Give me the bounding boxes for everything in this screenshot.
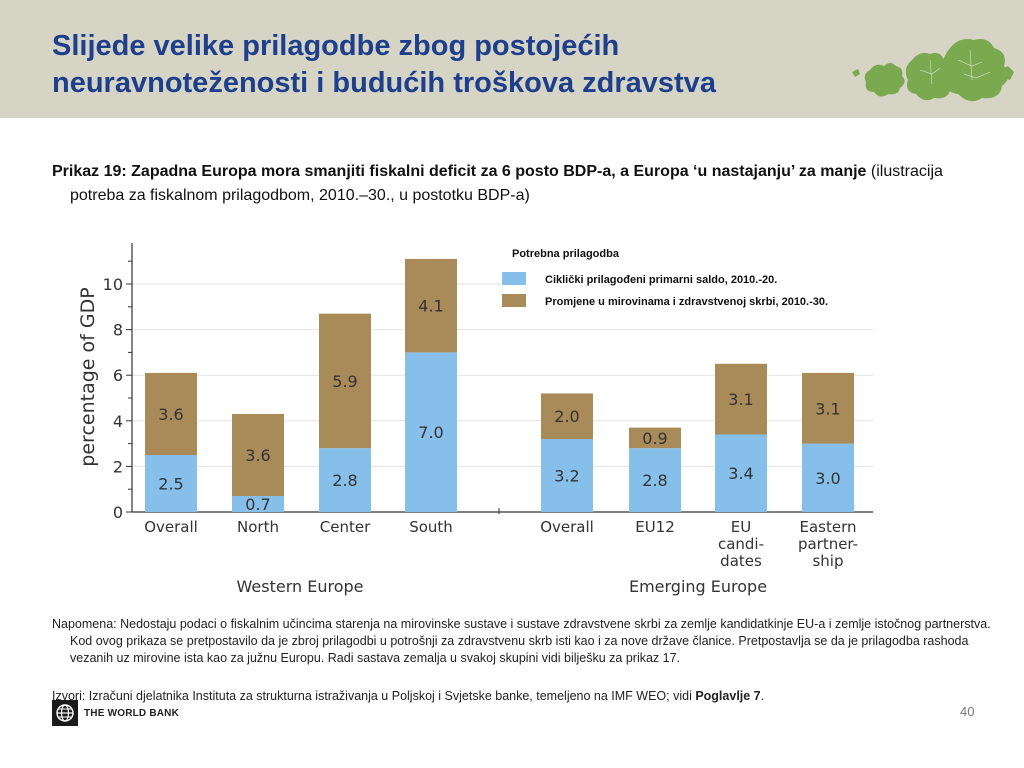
world-bank-logo-text: THE WORLD BANK xyxy=(84,707,180,719)
bar-value-label: 3.6 xyxy=(158,405,183,424)
bar-value-label: 3.0 xyxy=(815,469,840,488)
legend-label-pensions-health: Promjene u mirovinama i zdravstvenoj skr… xyxy=(545,296,828,308)
bar-segment-primary-balance xyxy=(715,434,767,512)
y-tick-label: 6 xyxy=(113,366,123,385)
bar-segment-primary-balance xyxy=(802,443,854,512)
bar-segment-pensions-health xyxy=(405,258,457,353)
source-line: Izvori: Izračuni djelatnika Instituta za… xyxy=(52,688,982,705)
bar-value-label: 2.5 xyxy=(158,475,183,494)
category-label: partner- xyxy=(798,535,858,553)
title-band xyxy=(0,0,1024,118)
figure-caption: Prikaz 19: Zapadna Europa mora smanjiti … xyxy=(52,160,1000,208)
category-label: South xyxy=(409,518,453,536)
bar-value-label: 3.1 xyxy=(728,390,753,409)
bar-value-label: 0.7 xyxy=(245,495,270,514)
source-text: Izvori: Izračuni djelatnika Instituta za… xyxy=(52,689,696,703)
bar-value-label: 0.9 xyxy=(642,429,667,448)
bar-segment-pensions-health xyxy=(802,372,854,444)
source-chapter-ref: Poglavlje 7 xyxy=(695,689,761,703)
bar-segment-pensions-health xyxy=(319,313,371,449)
legend-box xyxy=(500,243,878,325)
bar-value-label: 2.8 xyxy=(332,471,357,490)
bar-value-label: 2.8 xyxy=(642,471,667,490)
slide-title-line-2: neuravnoteženosti i budućih troškova zdr… xyxy=(52,67,716,99)
group-label: Western Europe xyxy=(237,577,364,596)
bar-value-label: 2.0 xyxy=(554,407,579,426)
bar-segment-pensions-health xyxy=(629,427,681,449)
bar-segment-primary-balance xyxy=(145,455,197,512)
slide-title-line-1: Slijede velike prilagodbe zbog postojeći… xyxy=(52,30,620,62)
legend-title: Potrebna prilagodba xyxy=(512,248,620,260)
legend-swatch-pensions-health xyxy=(502,294,526,307)
bar-segment-primary-balance xyxy=(541,439,593,512)
bar-value-label: 5.9 xyxy=(332,372,357,391)
page-number: 40 xyxy=(960,704,975,719)
bar-segment-primary-balance xyxy=(319,448,371,512)
bar-segment-pensions-health xyxy=(715,363,767,435)
y-tick-label: 4 xyxy=(113,412,123,431)
figure-caption-bold: Prikaz 19: Zapadna Europa mora smanjiti … xyxy=(52,163,867,180)
bar-segment-primary-balance xyxy=(232,496,284,512)
europe-maps-illustration xyxy=(852,39,1014,102)
legend-label-primary-balance: Ciklički prilagođeni primarni saldo, 201… xyxy=(545,274,777,286)
bar-segment-pensions-health xyxy=(145,372,197,455)
category-label: Eastern xyxy=(799,518,856,536)
legend-swatch-primary-balance xyxy=(502,272,526,285)
group-label: Emerging Europe xyxy=(629,577,767,596)
category-label: Overall xyxy=(144,518,198,536)
world-bank-logo: THE WORLD BANK xyxy=(52,699,179,727)
footnote: Napomena: Nedostaju podaci o fiskalnim u… xyxy=(52,617,991,665)
category-label: candi- xyxy=(718,535,764,553)
y-tick-label: 10 xyxy=(103,275,123,294)
bar-segment-primary-balance xyxy=(405,352,457,512)
bar-value-label: 3.1 xyxy=(815,399,840,418)
category-label: EU12 xyxy=(635,518,675,536)
bar-segment-pensions-health xyxy=(541,393,593,440)
slide-title: Slijede velike prilagodbe zbog postojeći… xyxy=(52,28,852,102)
globe-icon xyxy=(52,700,78,726)
bar-value-label: 3.2 xyxy=(554,467,579,486)
y-tick-label: 0 xyxy=(113,503,123,522)
category-label: North xyxy=(237,518,279,536)
bar-segment-pensions-health xyxy=(232,413,284,497)
category-label: Overall xyxy=(540,518,594,536)
category-label: EU xyxy=(731,518,751,536)
y-tick-label: 2 xyxy=(113,457,123,476)
category-label: dates xyxy=(720,552,762,570)
bar-value-label: 4.1 xyxy=(418,297,443,316)
bar-segment-primary-balance xyxy=(629,448,681,512)
source-end: . xyxy=(760,689,765,703)
category-label: ship xyxy=(812,552,843,570)
figure-caption-rest: (ilustracija potreba za fiskalnom prilag… xyxy=(70,163,943,204)
bar-value-label: 7.0 xyxy=(418,423,443,442)
y-tick-label: 8 xyxy=(113,321,123,340)
y-axis-label: percentage of GDP xyxy=(77,287,99,466)
bar-value-label: 3.4 xyxy=(728,464,753,483)
category-label: Center xyxy=(320,518,371,536)
bar-value-label: 3.6 xyxy=(245,446,270,465)
